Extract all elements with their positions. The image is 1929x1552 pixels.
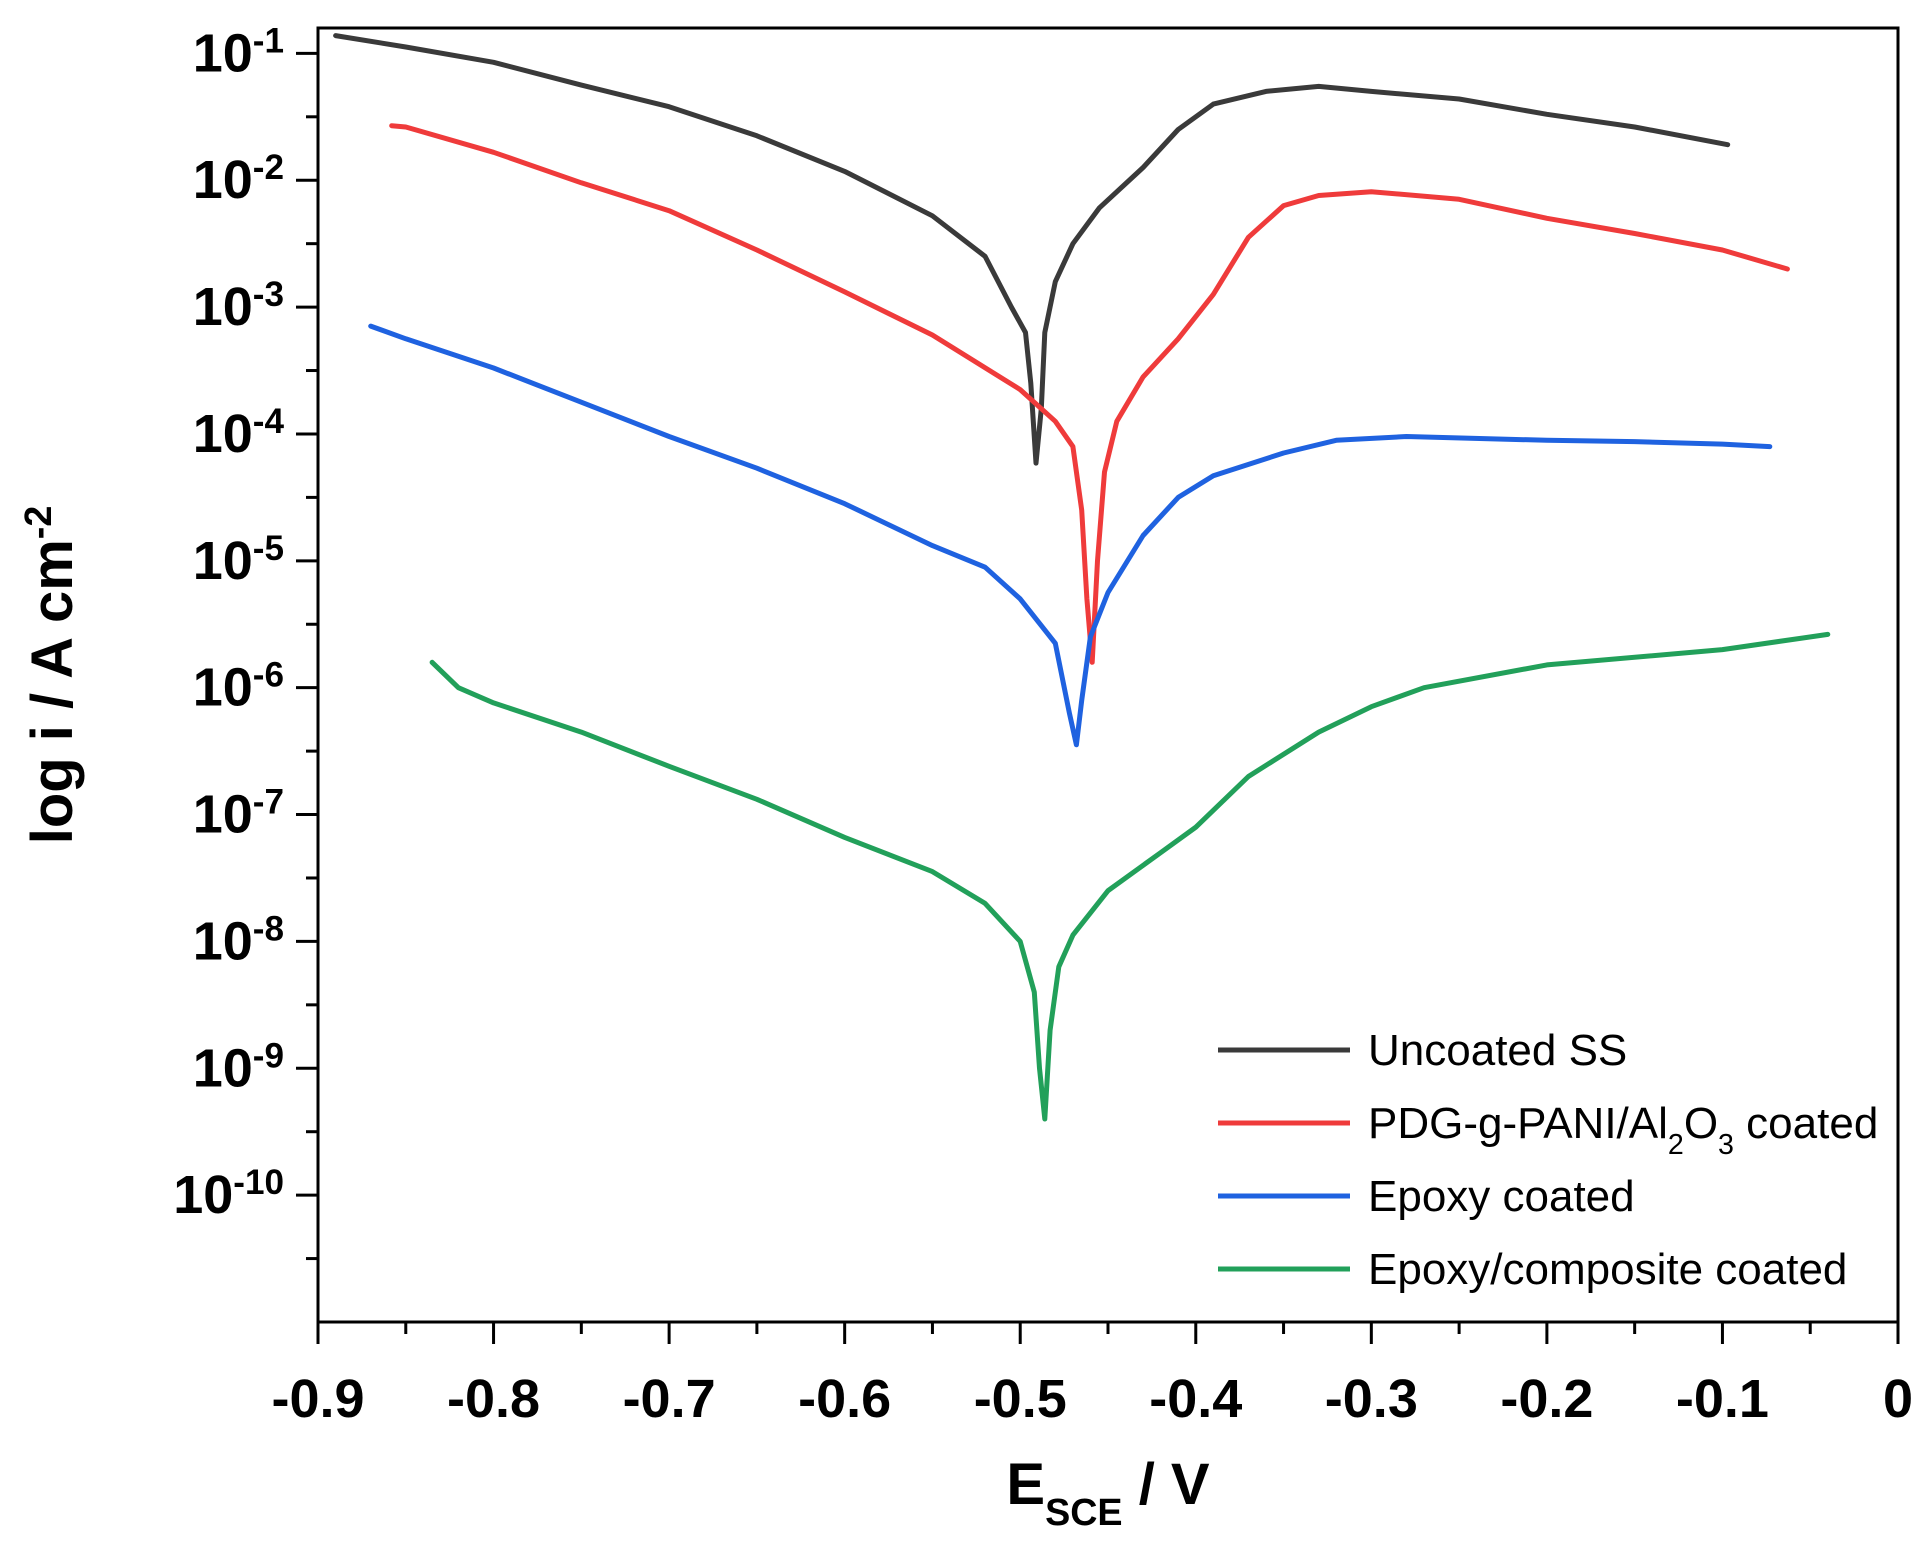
- y-tick-labels: 10-1 10-2 10-3 10-4 10-5 10-6 10-7 10-8 10-9 10-1…: [173, 21, 284, 1225]
- x-tick-label: -0.4: [1149, 1369, 1242, 1429]
- x-tick-labels: -0.9 -0.8 -0.7 -0.6 -0.5 -0.4 -0.3 -0.2 -0.1 0: [271, 1369, 1913, 1429]
- series-line-3: [368, 323, 1773, 748]
- legend-label-1: Uncoated SS: [1368, 1026, 1627, 1075]
- y-tick-label: 10-1: [193, 21, 284, 84]
- legend-label-3: Epoxy coated: [1368, 1172, 1635, 1221]
- y-tick-label: 10-8: [193, 909, 284, 972]
- legend-label-2: PDG-g-PANI/Al2O3 coated: [1368, 1099, 1878, 1161]
- y-axis-title: log i / A cm-2: [17, 506, 85, 845]
- y-tick-label: 10-6: [193, 655, 284, 718]
- y-tick-label: 10-9: [193, 1036, 284, 1099]
- axis-ticks: [296, 51, 1900, 1344]
- y-tick-label: 10-10: [173, 1163, 284, 1226]
- x-tick-label: -0.2: [1500, 1369, 1593, 1429]
- plot-frame: [316, 26, 1900, 1324]
- x-tick-label: -0.3: [1325, 1369, 1418, 1429]
- series-layer: [333, 33, 1831, 1122]
- x-axis-title: ESCE / V: [1006, 1452, 1210, 1533]
- y-tick-label: 10-5: [193, 528, 284, 591]
- x-tick-label: -0.5: [974, 1369, 1067, 1429]
- legend-label-4: Epoxy/composite coated: [1368, 1245, 1847, 1294]
- x-tick-label: -0.6: [798, 1369, 891, 1429]
- y-tick-label: 10-7: [193, 782, 284, 845]
- series-line-4: [429, 631, 1831, 1122]
- y-tick-label: 10-3: [193, 275, 284, 338]
- legend: Uncoated SS PDG-g-PANI/Al2O3 coated Epoxy …: [1218, 1026, 1878, 1294]
- x-tick-label: -0.8: [447, 1369, 540, 1429]
- series-line-2: [389, 123, 1790, 665]
- series-line-1: [333, 33, 1731, 466]
- y-tick-label: 10-2: [193, 148, 284, 211]
- x-tick-label: -0.9: [271, 1369, 364, 1429]
- x-tick-label: -0.7: [623, 1369, 716, 1429]
- x-tick-label: 0: [1883, 1369, 1913, 1429]
- y-tick-label: 10-4: [193, 401, 285, 464]
- x-tick-label: -0.1: [1676, 1369, 1769, 1429]
